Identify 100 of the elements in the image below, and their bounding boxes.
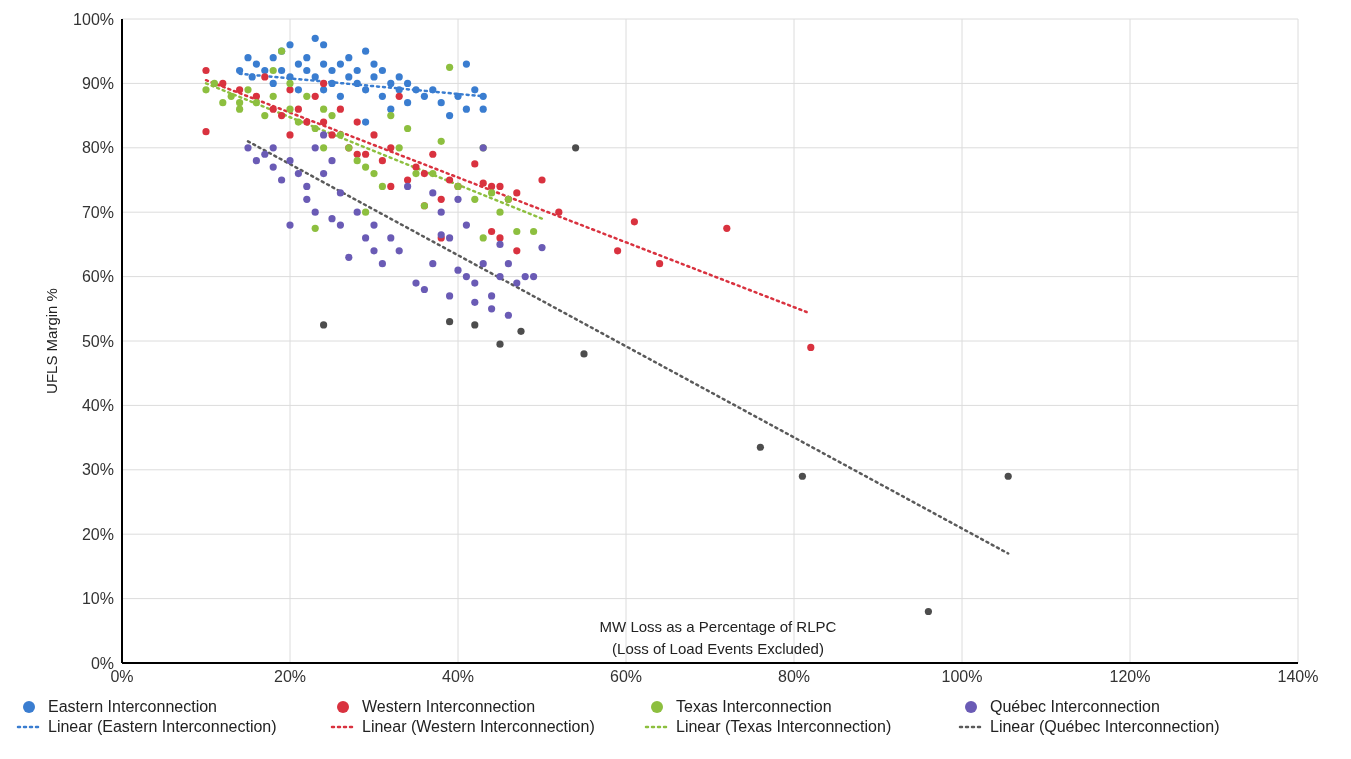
point	[236, 99, 244, 107]
point	[320, 60, 328, 68]
point	[429, 150, 437, 158]
point	[614, 247, 622, 255]
point	[462, 105, 470, 113]
x-axis-title: MW Loss as a Percentage of RLPC (Loss of Load Events Excluded)	[598, 617, 838, 659]
point	[580, 350, 588, 358]
point	[353, 79, 361, 87]
point	[479, 179, 487, 187]
legend-label: Linear (Western Interconnection)	[362, 718, 595, 736]
point	[370, 60, 378, 68]
point	[446, 176, 454, 184]
point	[471, 279, 479, 287]
point	[336, 131, 344, 139]
point	[1004, 472, 1012, 480]
point	[244, 86, 252, 94]
point	[437, 99, 445, 107]
point	[362, 150, 370, 158]
point	[252, 157, 260, 165]
point	[530, 273, 538, 281]
legend-label: Texas Interconnection	[676, 698, 832, 716]
x-tick-label: 20%	[273, 668, 307, 686]
point	[362, 118, 370, 126]
point	[320, 144, 328, 152]
point	[328, 66, 336, 75]
point	[521, 273, 529, 281]
legend-label: Western Interconnection	[362, 698, 536, 716]
point	[462, 221, 470, 229]
point	[294, 105, 302, 113]
point	[328, 131, 336, 139]
point	[336, 189, 344, 197]
point	[320, 86, 328, 94]
point	[479, 105, 487, 113]
legend-label: Linear (Québec Interconnection)	[990, 718, 1220, 736]
point	[353, 150, 361, 158]
point	[387, 105, 395, 113]
point	[311, 92, 319, 100]
y-tick-label: 50%	[81, 332, 114, 350]
point	[303, 118, 311, 126]
point	[210, 79, 218, 87]
point	[471, 160, 479, 168]
point	[311, 73, 319, 81]
point	[454, 266, 462, 274]
point	[269, 144, 277, 152]
y-tick-label: 70%	[81, 203, 114, 221]
point	[328, 79, 336, 87]
point	[252, 99, 260, 107]
y-tick-label: 90%	[81, 75, 114, 93]
point	[303, 195, 311, 203]
point	[395, 86, 403, 94]
point	[303, 92, 311, 100]
point	[420, 92, 428, 100]
y-tick-label: 30%	[81, 461, 114, 479]
point	[446, 112, 454, 120]
point	[320, 169, 328, 178]
point	[269, 163, 277, 171]
point	[496, 208, 504, 216]
point	[429, 86, 437, 94]
point	[252, 60, 260, 68]
point	[496, 234, 504, 242]
point	[412, 86, 420, 94]
point	[513, 247, 521, 255]
point	[269, 54, 277, 62]
point	[798, 472, 806, 480]
legend-label: Eastern Interconnection	[48, 698, 217, 716]
point	[479, 234, 487, 242]
point	[353, 157, 361, 165]
point	[261, 73, 269, 81]
point	[412, 279, 420, 287]
point	[488, 189, 496, 197]
point	[202, 66, 210, 75]
point	[437, 195, 445, 203]
point	[244, 54, 252, 62]
point	[538, 244, 546, 252]
point	[336, 105, 344, 113]
point	[248, 73, 256, 81]
point	[362, 163, 370, 171]
point	[471, 86, 479, 94]
point	[370, 131, 378, 139]
point	[294, 60, 302, 68]
point	[311, 144, 319, 152]
point	[496, 273, 504, 281]
y-tick-label: 80%	[81, 139, 114, 157]
point	[446, 63, 454, 71]
point	[236, 105, 244, 113]
point	[353, 118, 361, 126]
point	[404, 124, 412, 133]
point	[656, 260, 664, 268]
point	[387, 234, 395, 242]
point	[446, 292, 454, 300]
point	[278, 112, 286, 120]
y-tick-label: 10%	[81, 590, 114, 608]
point	[202, 86, 210, 94]
point	[328, 215, 336, 223]
y-axis-title: UFLS Margin %	[43, 288, 61, 394]
x-tick-label: 100%	[941, 668, 983, 686]
point	[286, 157, 294, 165]
y-tick-label: 60%	[81, 268, 114, 286]
point	[362, 47, 370, 55]
point	[286, 105, 294, 113]
